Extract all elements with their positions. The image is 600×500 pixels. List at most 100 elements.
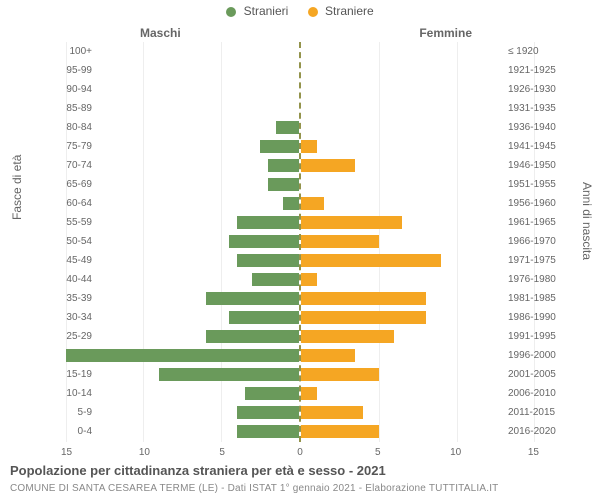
birth-year-label: 2011-2015	[508, 403, 568, 422]
x-tick: 5	[375, 447, 381, 458]
legend: Stranieri Straniere	[0, 4, 600, 18]
pyramid-row: 25-291991-1995	[50, 327, 550, 346]
plot-area: 100+≤ 192095-991921-192590-941926-193085…	[50, 42, 550, 442]
bar-male	[237, 406, 299, 419]
pyramid-row: 85-891931-1935	[50, 99, 550, 118]
bar-male	[276, 121, 299, 134]
chart-subtitle: COMUNE DI SANTA CESAREA TERME (LE) - Dat…	[10, 483, 498, 494]
pyramid-row: 40-441976-1980	[50, 270, 550, 289]
population-pyramid-chart: Stranieri Straniere Maschi Femmine Fasce…	[0, 0, 600, 500]
birth-year-label: 2001-2005	[508, 365, 568, 384]
age-label: 95-99	[48, 61, 92, 80]
bar-female	[301, 197, 324, 210]
age-label: 65-69	[48, 175, 92, 194]
pyramid-row: 30-341986-1990	[50, 308, 550, 327]
birth-year-label: 1936-1940	[508, 118, 568, 137]
bar-male	[237, 425, 299, 438]
birth-year-label: 1991-1995	[508, 327, 568, 346]
bar-male	[237, 254, 299, 267]
bar-female	[301, 159, 355, 172]
age-label: 30-34	[48, 308, 92, 327]
age-label: 35-39	[48, 289, 92, 308]
title-male: Maschi	[140, 26, 181, 40]
bar-male	[260, 140, 299, 153]
bar-female	[301, 311, 426, 324]
legend-female-label: Straniere	[325, 4, 374, 18]
age-label: 0-4	[48, 422, 92, 441]
age-label: 40-44	[48, 270, 92, 289]
bar-female	[301, 216, 402, 229]
bar-female	[301, 349, 355, 362]
bar-female	[301, 425, 379, 438]
age-label: 90-94	[48, 80, 92, 99]
pyramid-row: 95-991921-1925	[50, 61, 550, 80]
birth-year-label: 2006-2010	[508, 384, 568, 403]
birth-year-label: 1946-1950	[508, 156, 568, 175]
birth-year-label: 1971-1975	[508, 251, 568, 270]
birth-year-label: 1931-1935	[508, 99, 568, 118]
bar-female	[301, 292, 426, 305]
pyramid-row: 5-92011-2015	[50, 403, 550, 422]
pyramid-row: 15-192001-2005	[50, 365, 550, 384]
age-label: 100+	[48, 42, 92, 61]
pyramid-row: 75-791941-1945	[50, 137, 550, 156]
chart-title: Popolazione per cittadinanza straniera p…	[10, 463, 386, 478]
bar-male	[268, 178, 299, 191]
pyramid-row: 0-42016-2020	[50, 422, 550, 441]
pyramid-row: 90-941926-1930	[50, 80, 550, 99]
age-label: 75-79	[48, 137, 92, 156]
birth-year-label: 1926-1930	[508, 80, 568, 99]
birth-year-label: ≤ 1920	[508, 42, 568, 61]
bar-male	[159, 368, 299, 381]
pyramid-row: 100+≤ 1920	[50, 42, 550, 61]
title-female: Femmine	[419, 26, 472, 40]
birth-year-label: 1976-1980	[508, 270, 568, 289]
birth-year-label: 1996-2000	[508, 346, 568, 365]
bar-female	[301, 254, 441, 267]
bar-female	[301, 235, 379, 248]
age-label: 15-19	[48, 365, 92, 384]
age-label: 45-49	[48, 251, 92, 270]
bar-male	[229, 311, 299, 324]
bar-male	[245, 387, 299, 400]
age-label: 25-29	[48, 327, 92, 346]
bar-male	[268, 159, 299, 172]
legend-female-swatch	[308, 7, 318, 17]
bar-female	[301, 406, 363, 419]
pyramid-row: 10-142006-2010	[50, 384, 550, 403]
pyramid-row: 65-691951-1955	[50, 175, 550, 194]
y-axis-label-left: Fasce di età	[10, 155, 24, 220]
birth-year-label: 1951-1955	[508, 175, 568, 194]
y-axis-label-right: Anni di nascita	[580, 182, 594, 260]
legend-male: Stranieri	[226, 4, 288, 18]
bar-female	[301, 140, 317, 153]
birth-year-label: 1941-1945	[508, 137, 568, 156]
bar-female	[301, 368, 379, 381]
pyramid-row: 50-541966-1970	[50, 232, 550, 251]
age-label: 80-84	[48, 118, 92, 137]
bar-male	[252, 273, 299, 286]
x-tick: 10	[139, 447, 150, 458]
birth-year-label: 1986-1990	[508, 308, 568, 327]
bar-male	[283, 197, 299, 210]
legend-male-swatch	[226, 7, 236, 17]
bar-female	[301, 387, 317, 400]
pyramid-row: 20-241996-2000	[50, 346, 550, 365]
x-tick: 10	[450, 447, 461, 458]
pyramid-row: 45-491971-1975	[50, 251, 550, 270]
age-label: 10-14	[48, 384, 92, 403]
x-tick: 15	[61, 447, 72, 458]
birth-year-label: 2016-2020	[508, 422, 568, 441]
birth-year-label: 1966-1970	[508, 232, 568, 251]
age-label: 60-64	[48, 194, 92, 213]
pyramid-row: 35-391981-1985	[50, 289, 550, 308]
bar-female	[301, 273, 317, 286]
birth-year-label: 1921-1925	[508, 61, 568, 80]
age-label: 50-54	[48, 232, 92, 251]
birth-year-label: 1981-1985	[508, 289, 568, 308]
age-label: 5-9	[48, 403, 92, 422]
bar-male	[66, 349, 299, 362]
birth-year-label: 1961-1965	[508, 213, 568, 232]
birth-year-label: 1956-1960	[508, 194, 568, 213]
bar-male	[206, 330, 299, 343]
